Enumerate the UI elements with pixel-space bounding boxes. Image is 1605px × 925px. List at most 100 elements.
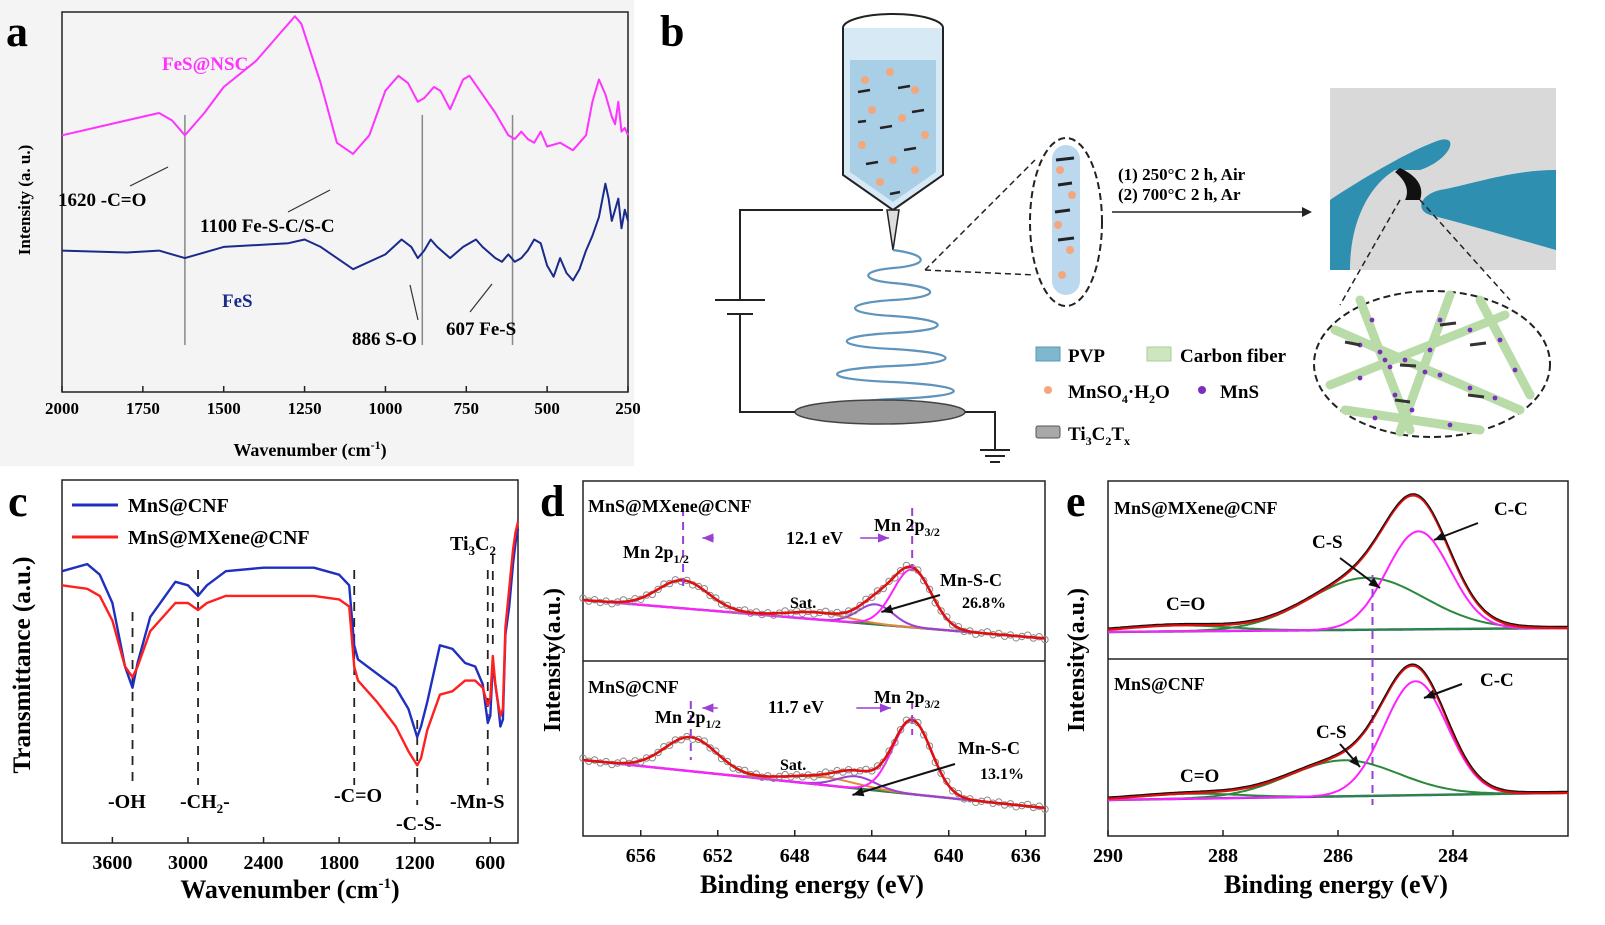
- raw-data-point-d-0: [579, 594, 587, 602]
- e-top-title: MnS@MXene@CNF: [1114, 498, 1277, 518]
- x-tick-label-d: 636: [1011, 845, 1041, 867]
- arrowhead-d-1-0: [702, 703, 714, 713]
- legend-swatch-pvp: [1035, 346, 1061, 362]
- d-bottom-peak-3-2: Mn 2p3/2: [874, 687, 940, 711]
- annotation-arrow-607: [469, 283, 493, 313]
- legend-ti3c2tx: Ti3C2Tx: [1068, 424, 1130, 448]
- legend-swatch-carbon: [1146, 346, 1172, 362]
- x-tick-label-c: 1800: [319, 852, 359, 874]
- process-step-1: (1) 250°C 2 h, Air: [1118, 165, 1246, 184]
- raw-data-point-d-0: [821, 607, 830, 615]
- raw-data-point-d-1: [948, 787, 957, 795]
- d-bottom-component: Mn-S-C: [958, 738, 1020, 758]
- flexible-film-photo: [1330, 88, 1556, 270]
- fit-envelope-e-1: [1107, 664, 1568, 800]
- e-top-cs: C-S: [1312, 532, 1343, 553]
- raw-data-point-d-1: [937, 769, 945, 777]
- raw-data-point-d-1: [1041, 805, 1049, 813]
- raw-data-point-d-1: [579, 754, 587, 762]
- panel-e-ylabel: Intensity(a.u.): [1064, 588, 1090, 732]
- annotation-arrow-1620: [129, 166, 169, 187]
- raw-data-point-d-0: [896, 567, 905, 575]
- fit-envelope-d-1: [582, 718, 1046, 810]
- e-top-cc: C-C: [1494, 499, 1528, 520]
- x-tick-label-c: 1200: [395, 852, 435, 874]
- panel-e-letter: e: [1066, 477, 1086, 526]
- d-top-percent: 26.8%: [962, 595, 1006, 612]
- x-tick-label-c: 600: [475, 852, 505, 874]
- d-top-peak-3-2: Mn 2p3/2: [874, 515, 940, 539]
- panel-d-ylabel: Intensity(a.u.): [540, 588, 566, 732]
- raw-data-point-d-1: [983, 796, 991, 804]
- e-bottom-co: C=O: [1180, 766, 1219, 787]
- x-tick-label-a: 1000: [368, 399, 402, 418]
- fiber-zoom: [1052, 145, 1080, 295]
- annotation-886: 886 S-O: [352, 329, 417, 350]
- annotation-arrow-886: [409, 284, 419, 321]
- panel-a-background: [0, 0, 634, 466]
- legend-label-fes: FeS: [222, 291, 253, 312]
- raw-data-point-d-1: [654, 748, 662, 757]
- x-tick-label-d: 640: [934, 845, 964, 867]
- d-bottom-split: 11.7 eV: [768, 697, 824, 717]
- annotation-607: 607 Fe-S: [446, 319, 516, 340]
- x-tick-label-e: 284: [1438, 845, 1468, 867]
- raw-data-point-d-1: [735, 765, 743, 774]
- x-tick-label-a: 250: [615, 399, 641, 418]
- fit-envelope-e-0: [1107, 493, 1568, 631]
- raw-data-point-d-0: [1041, 635, 1049, 644]
- panel-c-ylabel: Transmittance (a.u.): [9, 557, 36, 774]
- arrow-d-1-2: [852, 763, 956, 796]
- x-tick-label-d: 652: [703, 845, 733, 867]
- panel-d: d 656 652 648 644 640 636 Intensity(a.u.) Bin…: [540, 477, 1049, 899]
- series-line-c-0: [61, 528, 520, 739]
- panel-b: b: [660, 7, 1556, 463]
- panel-c-frame: [61, 479, 519, 844]
- raw-data-point-d-0: [983, 628, 991, 636]
- raw-data-point-d-0: [868, 593, 876, 601]
- arrowhead-d-1-2: [852, 787, 865, 797]
- annotation-arrow-1100: [287, 189, 331, 213]
- d-top-split: 12.1 eV: [786, 528, 843, 548]
- measured-curve-e-0: [1107, 493, 1568, 629]
- d-bottom-sat: Sat.: [780, 757, 806, 774]
- e-top-co: C=O: [1166, 594, 1205, 615]
- circuit: [715, 209, 1010, 463]
- raw-data-point-d-1: [873, 762, 882, 770]
- annotation-ti3c2: Ti3C2: [450, 533, 496, 558]
- raw-data-point-d-1: [1024, 800, 1032, 809]
- legend-mns-cnf: MnS@CNF: [128, 495, 229, 517]
- legend-mnso4: MnSO4·H2O: [1068, 382, 1170, 406]
- e-bottom-cs: C-S: [1316, 722, 1347, 743]
- panel-b-letter: b: [660, 7, 684, 56]
- x-tick-label-a: 1750: [126, 399, 160, 418]
- legend-carbon-fiber: Carbon fiber: [1180, 346, 1287, 367]
- panel-d-xlabel: Binding energy (eV): [700, 870, 924, 899]
- legend-swatch-mnso4: [1044, 386, 1052, 394]
- x-tick-label-d: 644: [857, 845, 887, 867]
- x-tick-label-e: 288: [1208, 845, 1238, 867]
- panel-e: e 290 288 286 284 Intensity(a.u.) Binding e…: [1064, 477, 1569, 899]
- d-bottom-percent: 13.1%: [980, 766, 1024, 783]
- raw-data-point-d-1: [885, 747, 893, 755]
- e-bottom-title: MnS@CNF: [1114, 674, 1205, 694]
- panel-a-ylabel: Intensity (a. u.): [15, 145, 34, 256]
- x-tick-label-a: 1250: [288, 399, 322, 418]
- electrospinning-jet: [836, 248, 955, 408]
- d-top-peak-1-2: Mn 2p1/2: [623, 542, 689, 566]
- annotation-1100: 1100 Fe-S-C/S-C: [200, 216, 335, 237]
- schematic-legend: PVP Carbon fiber MnSO4·H2O MnS Ti3C2Tx: [1035, 346, 1287, 448]
- x-tick-label-a: 750: [454, 399, 480, 418]
- panel-a-frame: [61, 11, 629, 393]
- series-line-c-1: [61, 521, 520, 767]
- series-line-a-1: [61, 182, 629, 282]
- component-peak-e-0-2: [1108, 530, 1568, 633]
- raw-data-point-d-0: [654, 585, 662, 593]
- fiber-zoom-ellipse: [1029, 137, 1103, 307]
- x-tick-label-d: 656: [626, 845, 656, 867]
- d-top-title: MnS@MXene@CNF: [588, 496, 751, 516]
- fit-envelope-d-0: [582, 565, 1046, 640]
- raw-data-point-d-0: [1024, 631, 1032, 639]
- panel-d-letter: d: [540, 477, 564, 526]
- x-tick-label-e: 290: [1093, 845, 1123, 867]
